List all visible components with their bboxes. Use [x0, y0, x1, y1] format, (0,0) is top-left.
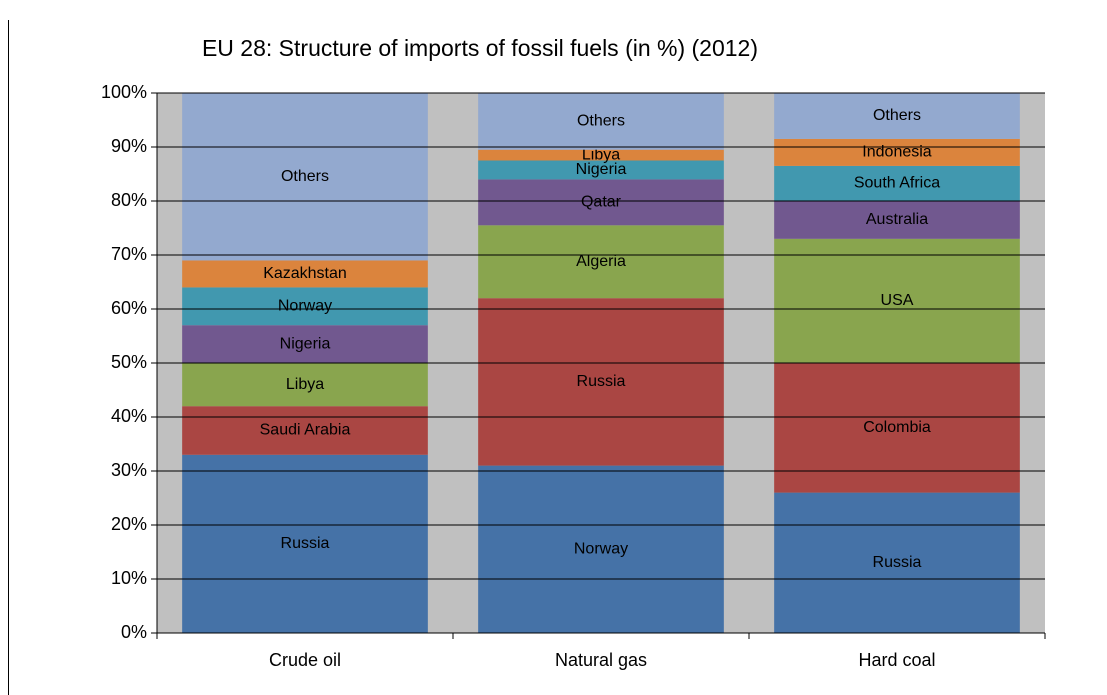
bar-segment	[774, 201, 1020, 239]
segment-label: Others	[577, 113, 625, 130]
bar-segment	[182, 325, 428, 363]
segment-label: Russia	[873, 554, 922, 571]
bar-segment	[478, 160, 724, 180]
y-tick-label: 80%	[111, 190, 147, 210]
bar-segment	[774, 238, 1020, 363]
segment-label: Russia	[577, 373, 626, 390]
bar-segment	[182, 260, 428, 288]
y-tick-label: 50%	[111, 352, 147, 372]
bar-segment	[478, 298, 724, 466]
y-tick-label: 0%	[121, 622, 147, 642]
y-tick-label: 10%	[111, 568, 147, 588]
y-tick-label: 60%	[111, 298, 147, 318]
segment-label: South Africa	[854, 175, 940, 192]
bar-segment	[774, 165, 1020, 201]
segment-label: Nigeria	[280, 335, 331, 352]
segment-label: USA	[881, 292, 914, 309]
bar-segment	[774, 138, 1020, 166]
y-tick-label: 70%	[111, 244, 147, 264]
x-tick-label: Natural gas	[555, 650, 647, 670]
x-tick-label: Crude oil	[269, 650, 341, 670]
bar-segment	[182, 454, 428, 633]
y-tick-label: 20%	[111, 514, 147, 534]
segment-label: Australia	[866, 211, 928, 228]
segment-label: Colombia	[863, 419, 931, 436]
bar-segment	[182, 93, 428, 261]
segment-label: Saudi Arabia	[260, 422, 351, 439]
segment-label: Norway	[574, 541, 628, 558]
segment-label: Indonesia	[862, 144, 931, 161]
segment-label: Algeria	[576, 253, 626, 270]
bar-segment	[774, 93, 1020, 139]
segment-label: Others	[281, 168, 329, 185]
bar-segment	[478, 93, 724, 150]
bar-segment	[478, 179, 724, 226]
segment-label: Qatar	[581, 194, 622, 211]
y-tick-label: 40%	[111, 406, 147, 426]
bar-segment	[478, 149, 724, 161]
segment-label: Kazakhstan	[263, 265, 347, 282]
segment-label: Russia	[281, 535, 330, 552]
bar-segment	[774, 492, 1020, 633]
segment-label: Norway	[278, 298, 332, 315]
bar-segment	[182, 363, 428, 407]
bar-segment	[182, 406, 428, 455]
y-tick-label: 100%	[101, 82, 147, 102]
bar-segment	[478, 225, 724, 299]
y-tick-label: 30%	[111, 460, 147, 480]
y-tick-label: 90%	[111, 136, 147, 156]
segment-label: Libya	[286, 376, 324, 393]
bar-segment	[478, 465, 724, 633]
chart-title: EU 28: Structure of imports of fossil fu…	[202, 35, 758, 61]
bar-segment	[182, 287, 428, 326]
segment-label: Others	[873, 107, 921, 124]
segment-label: Libya	[582, 146, 620, 163]
x-tick-label: Hard coal	[858, 650, 935, 670]
segment-label: Nigeria	[576, 161, 627, 178]
